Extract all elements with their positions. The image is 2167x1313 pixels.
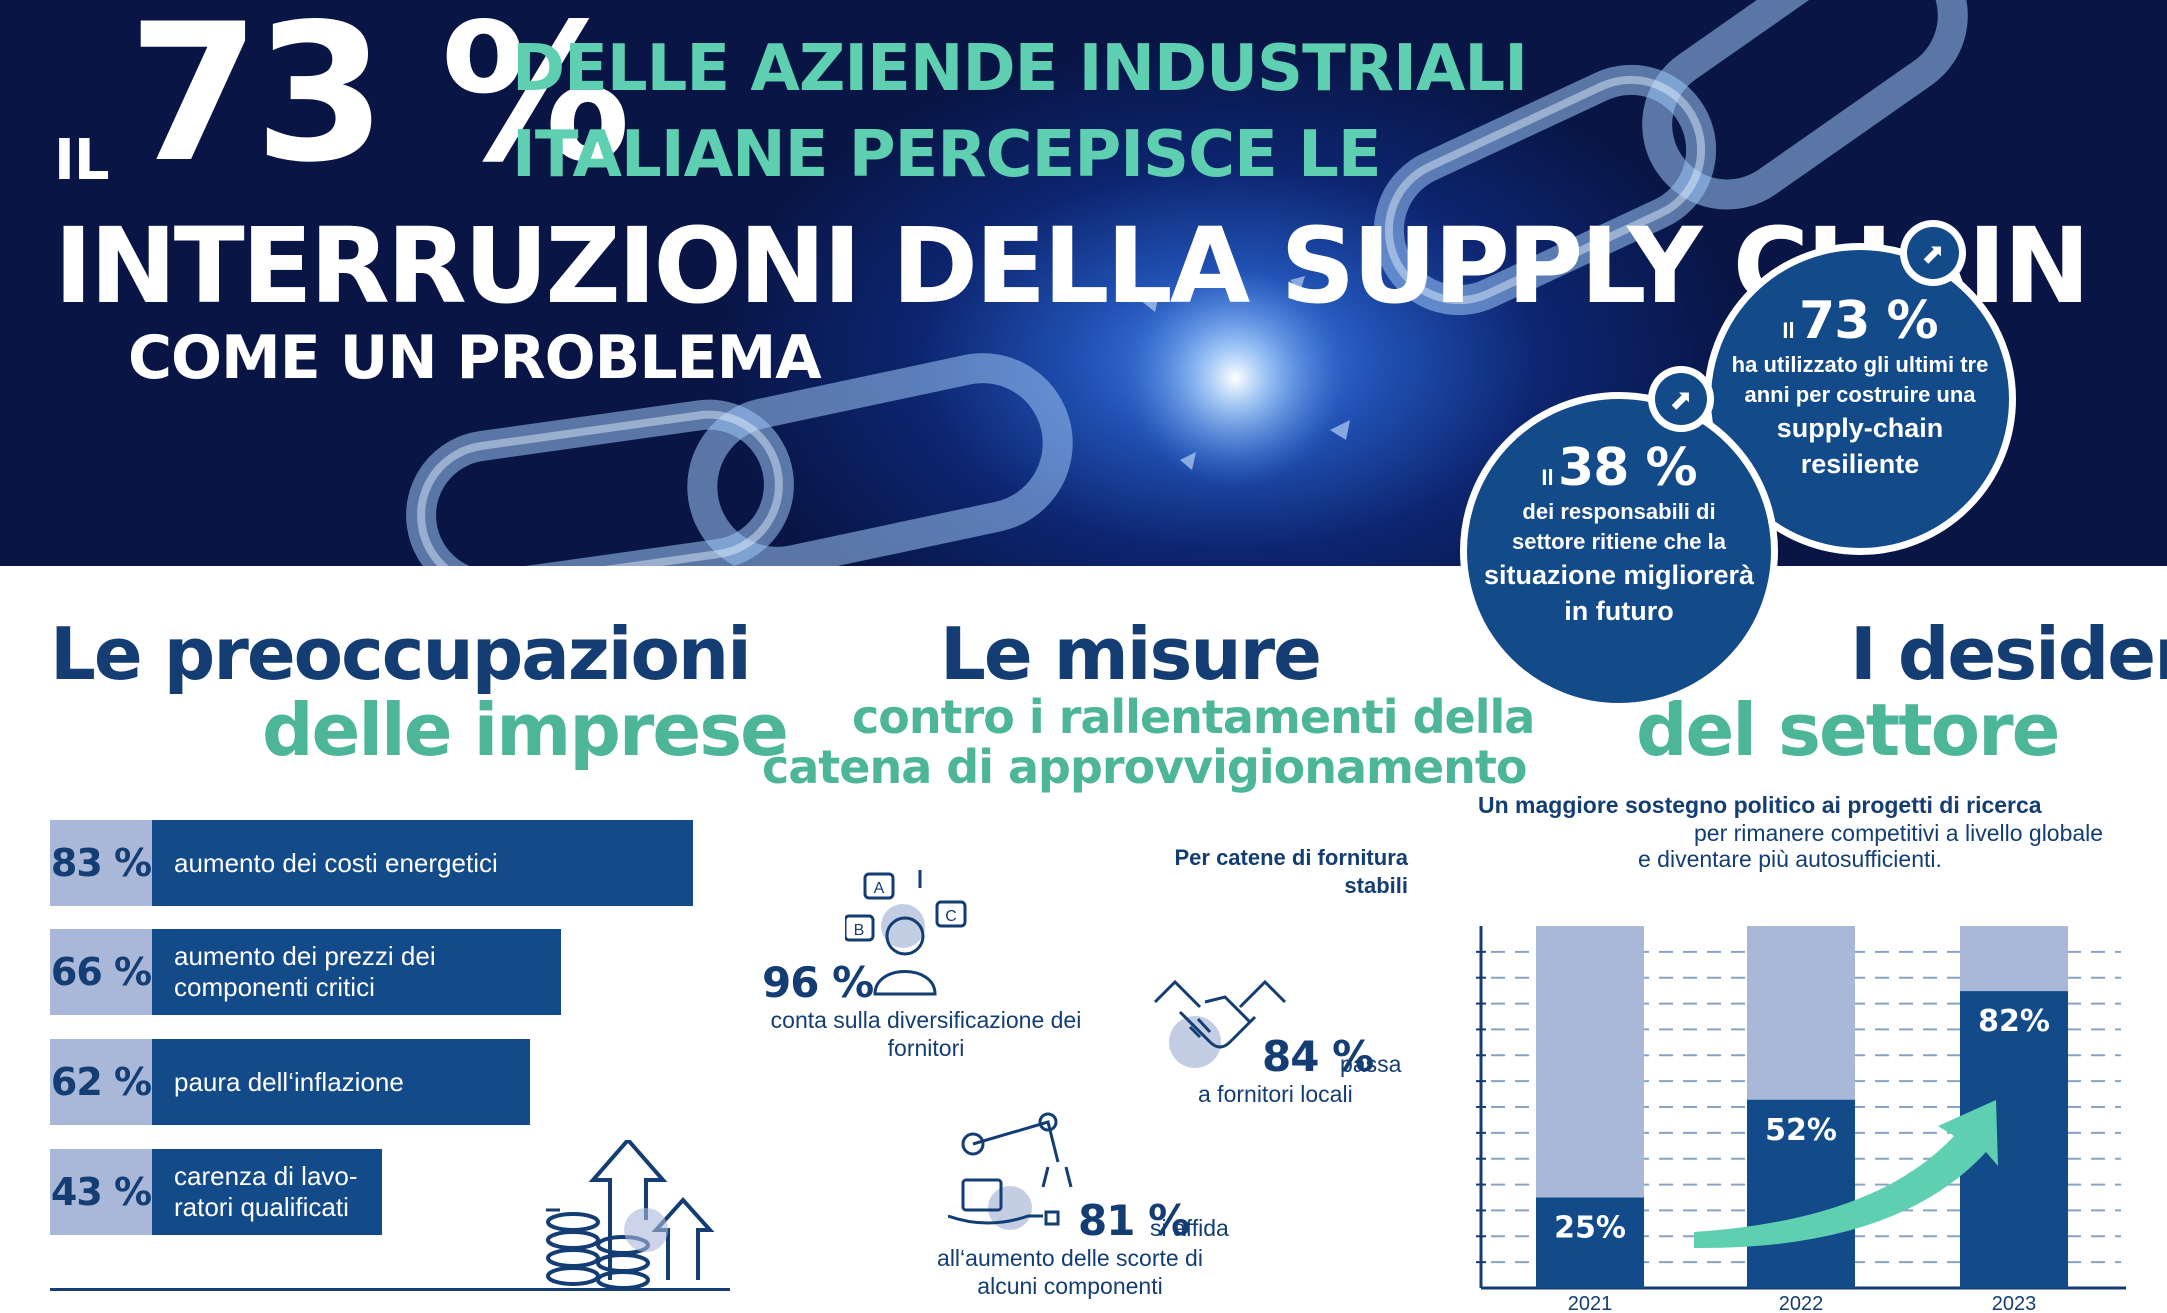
concern-row: 66 % aumento dei prezzi dei componenti c… bbox=[50, 929, 561, 1015]
concern-percent: 83 % bbox=[50, 820, 152, 906]
wishes-text-2: e diventare più autosufficienti. bbox=[1638, 846, 1942, 872]
measures-title: Le misure bbox=[940, 612, 1322, 696]
stat-il: Il bbox=[1541, 465, 1554, 490]
stat-value: 73 % bbox=[1799, 291, 1939, 351]
bar-2021 bbox=[1536, 1197, 1644, 1288]
stat-circle-38: Il 38 % dei responsabili di settore riti… bbox=[1460, 392, 1778, 710]
coins-rising-arrows-icon bbox=[546, 1140, 715, 1290]
concern-percent: 43 % bbox=[50, 1149, 152, 1235]
stat-highlight: situazione migliorerà in futuro bbox=[1483, 560, 1755, 626]
measures-subtitle-2: catena di approvvigionamento bbox=[762, 740, 1527, 794]
wishes-lead: Un maggiore sostegno politico ai progett… bbox=[1478, 792, 2042, 818]
concern-bar: aumento dei prezzi dei componenti critic… bbox=[152, 929, 561, 1015]
chain-illustration bbox=[406, 0, 1968, 566]
concerns-divider bbox=[50, 1288, 730, 1291]
concern-percent: 66 % bbox=[50, 929, 152, 1015]
hero-line-1: DELLE AZIENDE INDUSTRIALI bbox=[512, 32, 1528, 106]
wishes-chart-svg: 2021 2022 2023 25% 52% 82% bbox=[1476, 926, 2126, 1313]
robot-arm-icon bbox=[948, 1112, 1073, 1230]
hero-line-4: COME UN PROBLEMA bbox=[128, 323, 822, 393]
measures-subtitle-1: contro i rallentamenti della bbox=[852, 690, 1535, 744]
stat-text: ha utilizzato gli ultimi tre anni per co… bbox=[1731, 352, 1989, 407]
hero-percent: 73 % bbox=[128, 0, 631, 204]
bar-value-label: 82% bbox=[1978, 1004, 2050, 1039]
measure-text-81: all‘aumento delle scorte di alcuni compo… bbox=[937, 1245, 1203, 1299]
concern-bar: aumento dei costi energetici bbox=[152, 820, 693, 906]
hero-line-2: ITALIANE PERCEPISCE LE bbox=[512, 118, 1382, 192]
person-choices-icon: A B C bbox=[845, 870, 967, 996]
concerns-title: Le preoccupazioni bbox=[50, 612, 752, 696]
wishes-text-1: per rimanere competitivi a livello globa… bbox=[1694, 820, 2104, 846]
measure-percent-81: 81 % bbox=[1078, 1196, 1190, 1245]
measure-text-96: conta sulla diversificazione dei fornito… bbox=[770, 1007, 1082, 1061]
concern-percent: 62 % bbox=[50, 1039, 152, 1125]
concern-row: 83 % aumento dei costi energetici bbox=[50, 820, 693, 906]
measure-inline-81: si affida bbox=[1150, 1215, 1229, 1241]
x-tick-label: 2022 bbox=[1779, 1293, 1824, 1313]
arrow-up-right-icon: ⬈ bbox=[1900, 220, 1966, 286]
stat-text: dei responsabili di settore ritiene che … bbox=[1512, 499, 1726, 554]
wishes-chart: 2021 2022 2023 25% 52% 82% bbox=[1476, 920, 2126, 1313]
stat-il: Il bbox=[1782, 318, 1795, 343]
concerns-subtitle: delle imprese bbox=[262, 688, 789, 772]
handshake-icon bbox=[1153, 979, 1287, 1068]
stat-value: 38 % bbox=[1558, 438, 1698, 498]
svg-text:C: C bbox=[945, 908, 957, 925]
wishes-subtitle: del settore bbox=[1636, 688, 2060, 772]
measure-percent-84: 84 % bbox=[1262, 1032, 1374, 1081]
svg-text:B: B bbox=[854, 922, 865, 939]
growth-arrow bbox=[1694, 1100, 1998, 1249]
x-tick-label: 2023 bbox=[1992, 1293, 2037, 1313]
bar-value-label: 52% bbox=[1765, 1113, 1837, 1148]
concern-bar: paura dell‘inflazione bbox=[152, 1039, 530, 1125]
measure-inline-84: passa bbox=[1340, 1051, 1402, 1077]
hero-il-label: IL bbox=[54, 128, 110, 193]
concern-row: 62 % paura dell‘inflazione bbox=[50, 1039, 530, 1125]
bar-value-label: 25% bbox=[1554, 1211, 1626, 1246]
arrow-up-right-icon: ⬈ bbox=[1648, 366, 1714, 432]
measures-note: Per catene di fornitura stabili bbox=[1174, 845, 1408, 898]
concern-bar: carenza di lavo-ratori qualificati bbox=[152, 1149, 382, 1235]
bar-2022 bbox=[1747, 1099, 1855, 1288]
measure-text-84: a fornitori locali bbox=[1198, 1081, 1353, 1107]
stat-highlight: supply-chain resiliente bbox=[1776, 413, 1944, 479]
svg-text:A: A bbox=[874, 880, 885, 897]
x-tick-label: 2021 bbox=[1568, 1293, 1613, 1313]
concern-row: 43 % carenza di lavo-ratori qualificati bbox=[50, 1149, 382, 1235]
wishes-title: I desideri bbox=[1850, 612, 2167, 696]
hero-banner: IL 73 % DELLE AZIENDE INDUSTRIALI ITALIA… bbox=[0, 0, 2167, 566]
measure-percent-96: 96 % bbox=[762, 958, 874, 1007]
